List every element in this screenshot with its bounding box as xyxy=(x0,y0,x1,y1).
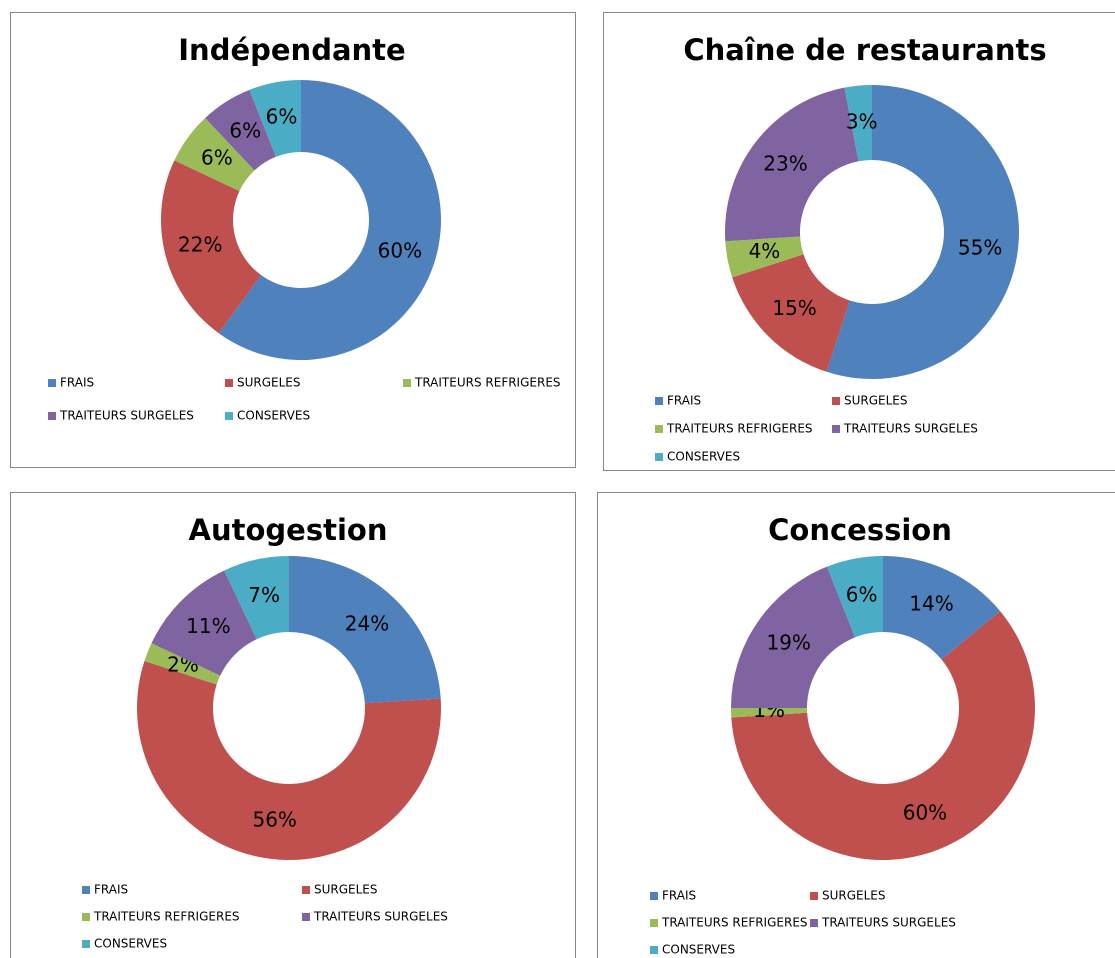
data-label: 11% xyxy=(186,614,230,638)
legend-label: SURGELES xyxy=(237,376,301,390)
data-label: 7% xyxy=(248,583,280,607)
data-label: 6% xyxy=(201,145,233,169)
legend-swatch xyxy=(302,913,310,921)
data-label: 23% xyxy=(763,151,807,175)
data-label: 19% xyxy=(766,630,810,654)
legend-swatch xyxy=(655,425,663,433)
donut-segment xyxy=(731,611,1035,861)
donut-segment xyxy=(218,80,441,360)
chart-title: Autogestion xyxy=(189,513,388,547)
legend-swatch xyxy=(225,379,233,387)
donut-segment xyxy=(224,556,289,640)
data-label: 15% xyxy=(772,296,816,320)
donut-segment xyxy=(731,708,808,718)
data-label: 4% xyxy=(749,239,781,263)
legend-label: TRAITEURS SURGELES xyxy=(313,910,448,924)
legend-swatch xyxy=(48,379,56,387)
legend-label: TRAITEURS REFRIGERES xyxy=(93,910,240,924)
legend-swatch xyxy=(82,940,90,948)
panel xyxy=(10,492,576,958)
legend-label: FRAIS xyxy=(94,883,128,897)
donut-segment xyxy=(205,89,276,171)
data-label: 55% xyxy=(958,236,1002,260)
donut-segment xyxy=(732,254,850,372)
donut-segment xyxy=(883,556,1001,660)
donut-segment xyxy=(844,85,872,162)
chart-title: Chaîne de restaurants xyxy=(683,33,1046,67)
data-label: 6% xyxy=(846,583,878,607)
data-label: 6% xyxy=(266,104,298,128)
data-label: 24% xyxy=(345,611,389,635)
legend-label: TRAITEURS SURGELES xyxy=(59,409,194,423)
legend-label: SURGELES xyxy=(822,889,886,903)
legend-label: TRAITEURS REFRIGERES xyxy=(414,376,561,390)
donut-segment xyxy=(725,236,804,278)
data-label: 6% xyxy=(229,119,261,143)
legend-label: FRAIS xyxy=(60,376,94,390)
legend-label: CONSERVES xyxy=(237,409,310,423)
legend-label: SURGELES xyxy=(844,394,908,408)
data-label: 60% xyxy=(378,239,422,263)
legend-swatch xyxy=(650,892,658,900)
legend-swatch xyxy=(810,892,818,900)
legend-swatch xyxy=(832,425,840,433)
legend-swatch xyxy=(650,919,658,927)
panel xyxy=(10,12,576,468)
legend-label: CONSERVES xyxy=(662,943,735,957)
donut-segment xyxy=(174,117,255,192)
legend-label: FRAIS xyxy=(667,394,701,408)
legend-swatch xyxy=(82,886,90,894)
panel xyxy=(603,12,1115,471)
panel xyxy=(597,492,1115,958)
data-label: 14% xyxy=(909,591,953,615)
legend-swatch xyxy=(655,453,663,461)
legend-swatch xyxy=(650,946,658,954)
donut-segment xyxy=(249,80,301,157)
data-label: 56% xyxy=(252,808,296,832)
donut-segment xyxy=(161,160,262,334)
chart-title: Indépendante xyxy=(178,33,405,67)
legend-label: CONSERVES xyxy=(667,450,740,464)
legend-label: SURGELES xyxy=(314,883,378,897)
legend-label: TRAITEURS REFRIGERES xyxy=(666,422,813,436)
legend-label: TRAITEURS SURGELES xyxy=(843,422,978,436)
legend-label: FRAIS xyxy=(662,889,696,903)
donut-segment xyxy=(289,556,441,704)
legend-swatch xyxy=(225,412,233,420)
legend-swatch xyxy=(302,886,310,894)
legend-swatch xyxy=(82,913,90,921)
chart-title: Concession xyxy=(768,513,952,547)
data-label: 60% xyxy=(903,800,947,824)
donut-segment xyxy=(144,643,221,685)
donut-segment xyxy=(826,85,1020,380)
legend-swatch xyxy=(655,397,663,405)
data-label: 22% xyxy=(178,232,222,256)
data-label: 3% xyxy=(846,109,878,133)
donut-segment xyxy=(827,556,883,638)
legend-swatch xyxy=(403,379,411,387)
legend-swatch xyxy=(810,919,818,927)
donut-segment xyxy=(151,570,257,676)
legend-label: CONSERVES xyxy=(94,937,167,951)
legend-label: TRAITEURS SURGELES xyxy=(821,916,956,930)
legend-swatch xyxy=(48,412,56,420)
donut-segment xyxy=(725,87,859,242)
legend-swatch xyxy=(832,397,840,405)
legend-label: TRAITEURS REFRIGERES xyxy=(661,916,808,930)
donut-segment xyxy=(731,566,856,708)
donut-segment xyxy=(137,661,442,860)
